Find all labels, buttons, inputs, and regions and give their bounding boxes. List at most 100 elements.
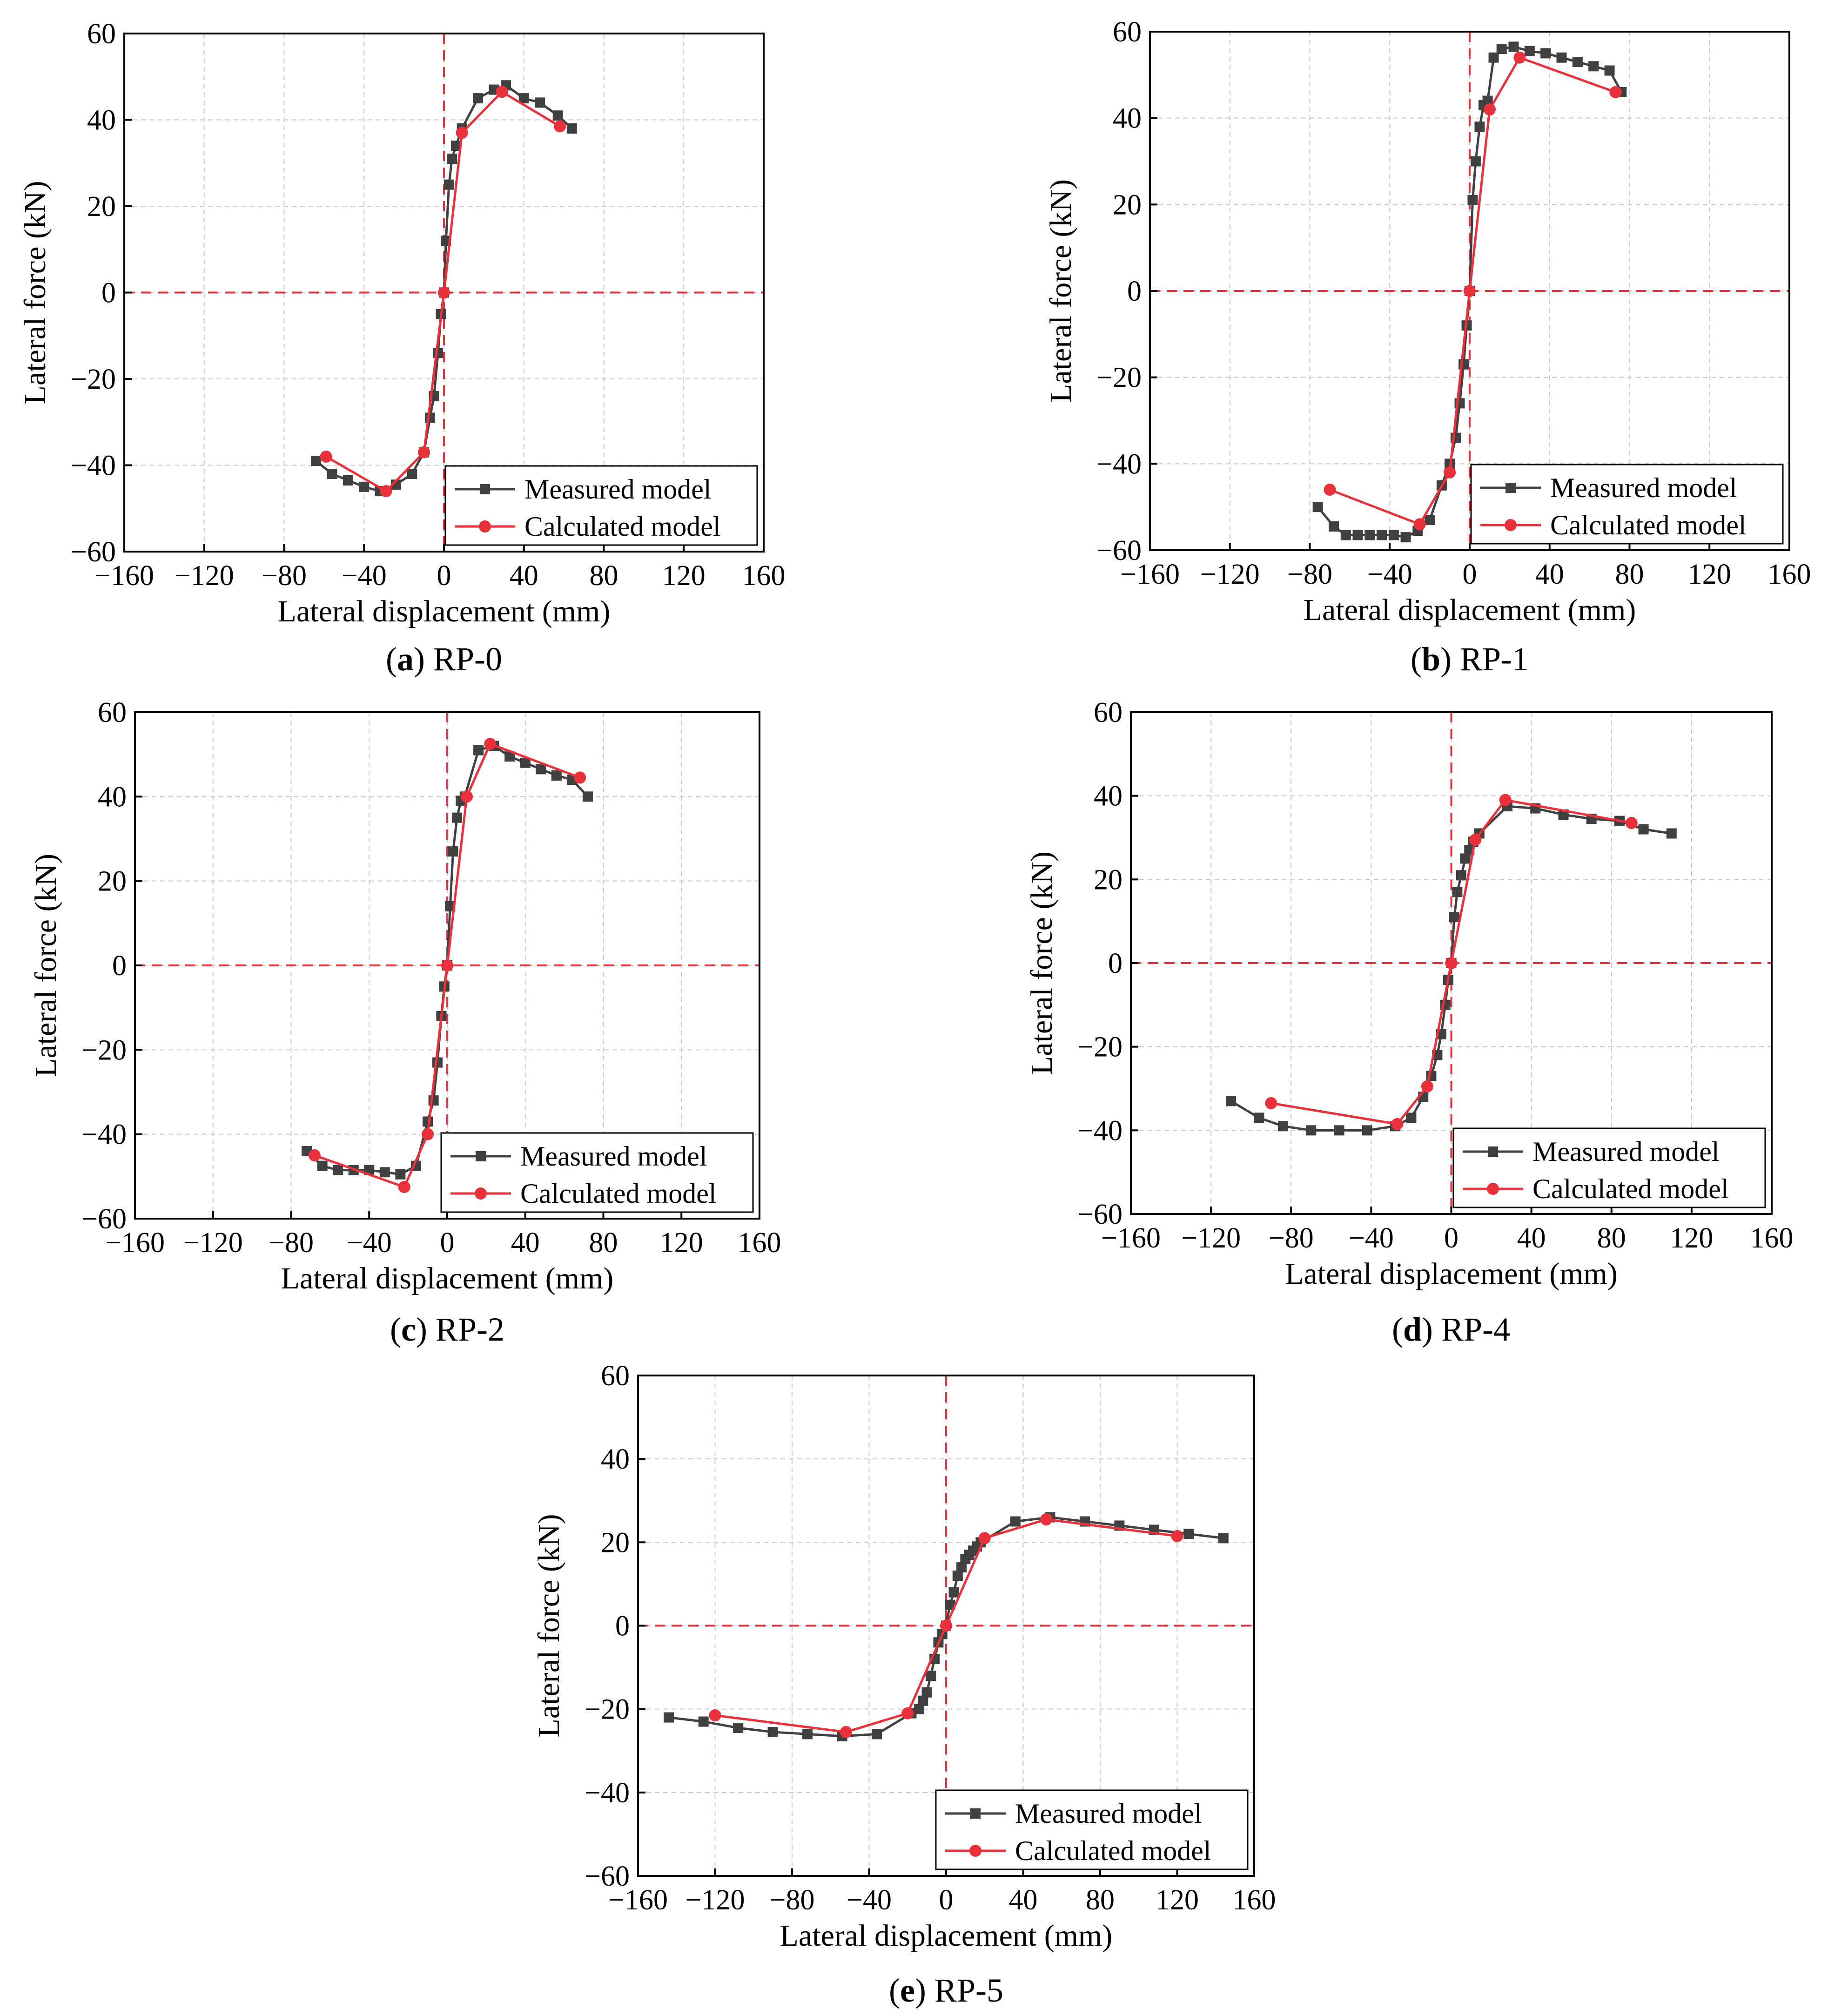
legend-label: Calculated model [1015,1835,1211,1866]
measured-data-point [1488,52,1499,63]
measured-data-point [664,1712,674,1723]
legend-marker-circle [1487,1183,1499,1195]
measured-data-point [1183,1529,1194,1539]
calculated-data-point [574,771,586,784]
measured-data-point [444,179,454,190]
x-tick-label: 120 [1156,1884,1199,1916]
x-tick-label: 40 [1517,1222,1546,1254]
chart-panel-a: −160 −120 −80 −40 0 40 80 120 160 60 40 20 0 −20 −40 −6… [18,18,786,678]
measured-data-point [733,1722,744,1733]
calculated-data-point [1445,957,1458,969]
x-tick-label: −80 [1287,559,1332,590]
measured-data-point [1312,502,1323,512]
x-tick-label: 0 [1463,559,1477,590]
measured-data-point [472,93,483,104]
x-tick-label: −120 [686,1884,745,1916]
measured-data-point [1449,912,1459,923]
y-tick-label: 40 [1094,781,1122,812]
calculated-data-point [456,127,468,139]
measured-data-point [1226,1096,1237,1106]
measured-data-point [1604,65,1615,76]
y-tick-label: −60 [81,1203,127,1235]
calculated-data-point [840,1726,852,1738]
legend-marker-square [1488,1146,1498,1157]
x-tick-label: −160 [105,1227,165,1259]
calculated-data-point [1444,466,1456,479]
measured-data-point [518,93,529,104]
measured-data-point [914,1704,925,1714]
measured-data-point [872,1729,882,1740]
calculated-data-point [484,738,497,750]
x-tick-label: 40 [1009,1884,1038,1916]
measured-data-point [447,153,457,164]
y-tick-label: 40 [1113,103,1142,135]
measured-data-point [317,1160,328,1171]
x-tick-label: −80 [262,560,307,592]
measured-data-point [520,757,531,768]
calculated-data-point [1469,833,1482,846]
panel-caption: (c) RP-2 [390,1311,504,1348]
x-tick-label: 80 [590,560,618,592]
y-tick-label: 20 [1094,864,1122,896]
calculated-data-point [1421,1080,1433,1093]
calculated-data-point [1499,794,1512,806]
measured-data-point [1364,530,1375,540]
calculated-data-point [554,120,566,133]
measured-data-point [1218,1533,1229,1544]
x-tick-label: 40 [510,560,538,592]
y-tick-label: 40 [601,1443,630,1475]
chart-panel-e: −160 −120 −80 −40 0 40 80 120 160 60 40 20 0 −20 −40 −6… [532,1360,1276,2009]
x-tick-label: −160 [1101,1222,1161,1254]
measured-data-point [536,764,546,775]
y-tick-label: 60 [1113,16,1142,48]
calculated-data-point [422,1128,434,1140]
y-tick-label: 20 [1113,189,1142,221]
legend-marker-circle [479,520,491,533]
x-tick-label: −120 [175,560,234,592]
measured-data-point [925,1671,936,1681]
legend-box [440,1132,754,1213]
calculated-data-point [1625,817,1638,829]
legend-label: Calculated model [1550,510,1747,540]
measured-data-point [1010,1516,1021,1527]
x-tick-label: −120 [1181,1222,1241,1254]
calculated-data-point [978,1532,991,1544]
measured-data-point [1254,1113,1264,1123]
measured-data-point [1508,41,1519,52]
measured-data-point [343,475,353,485]
x-tick-label: −160 [608,1884,668,1916]
calculated-data-point [1464,285,1476,297]
x-axis-title: Lateral displacement (mm) [1304,593,1636,627]
measured-data-point [424,412,435,423]
calculated-data-point [380,485,392,498]
measured-data-point [379,1167,390,1178]
measured-data-point [311,456,322,466]
calculated-data-point [496,86,508,98]
y-tick-label: −40 [81,1119,127,1151]
measured-data-point [952,1571,963,1581]
measured-data-point [407,469,417,479]
y-tick-label: −40 [71,450,116,482]
calculated-data-point [441,959,453,971]
legend: Measured model Calculated model [444,465,758,546]
legend-marker-circle [1505,519,1517,531]
legend-marker-square [1505,483,1516,493]
x-tick-label: 0 [1444,1222,1458,1254]
measured-data-point [1406,1113,1417,1123]
x-tick-label: −40 [847,1884,892,1916]
measured-data-point [1329,521,1339,532]
calculated-data-point [320,450,332,463]
calculated-data-point [1609,86,1622,98]
legend: Measured model Calculated model [1470,464,1784,545]
y-tick-label: 0 [1127,276,1142,307]
y-tick-label: −60 [1096,535,1142,566]
measured-data-point [918,1695,928,1706]
measured-data-point [1452,887,1463,897]
measured-data-point [1474,121,1485,132]
y-tick-label: 40 [87,105,116,136]
measured-data-point [1482,95,1493,106]
measured-data-point [395,1169,406,1180]
chart-panel-b: −160 −120 −80 −40 0 40 80 120 160 60 40 20 0 −20 −40 −6… [1044,16,1811,678]
measured-data-point [1467,195,1478,206]
legend-marker-circle [969,1845,981,1857]
